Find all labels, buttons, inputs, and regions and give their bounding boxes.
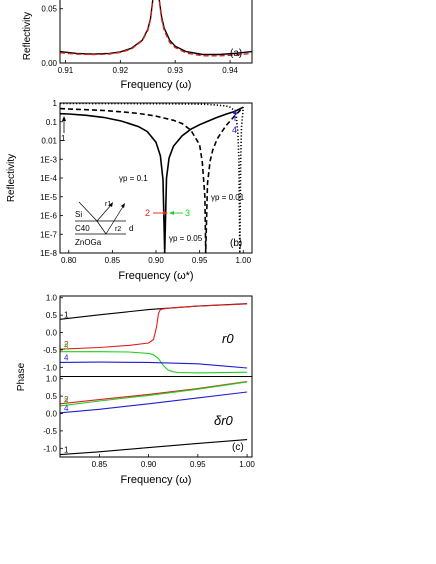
panel-c2-ytick-label: -1.0	[43, 444, 57, 453]
panel-c-xtick-label: 0.85	[92, 460, 108, 469]
panel-a-ytick-label: 0.00	[41, 59, 57, 68]
panel-c1-ytick-label: -1.0	[43, 363, 57, 372]
marker-1-arrowhead	[62, 116, 66, 121]
panel-b-label: (b)	[230, 238, 242, 249]
panel-b-ytick-label: 1E-8	[40, 249, 57, 258]
layer-inset: Si C40 ZnOGa d r1 r2	[75, 201, 133, 247]
panel-a-xtick-label: 0.94	[222, 66, 238, 75]
marker-3-label: 3	[185, 208, 190, 218]
panel-a-xtick-label: 0.91	[58, 66, 74, 75]
panel-b-ytick-label: 1E-6	[40, 212, 57, 221]
panel-c-xtick-label: 1.00	[239, 460, 255, 469]
panel-c2-ytick-label: -0.5	[43, 427, 57, 436]
panel-b-ytick-label: 1E-7	[40, 230, 57, 239]
panel-c2-series-3	[60, 381, 248, 407]
panel-b-ytick-label: 1	[53, 99, 58, 108]
panel-a-ytick-label: 0.05	[41, 5, 57, 14]
panel-c1-series-4	[60, 361, 248, 369]
inset-thickness-d: d	[129, 224, 133, 233]
panel-c2-series-label-2: 2	[64, 395, 69, 404]
panel-c2-series-1	[60, 439, 248, 456]
panel-b-ylabel: Reflectivity	[6, 154, 17, 202]
panel-c1-series-label-1: 1	[64, 310, 69, 319]
delta-r0-label: δr0	[214, 413, 234, 428]
panel-c-xtick-label: 0.95	[190, 460, 206, 469]
panel-b-ytick-label: 1E-4	[40, 174, 57, 183]
panel-a-xlabel: Frequency (ω)	[121, 79, 192, 91]
inset-ray-r1	[96, 203, 113, 222]
panel-c1-series-1	[60, 303, 248, 320]
panel-c1-ytick-label: 0.0	[46, 329, 58, 338]
panel-c2-series-label-4: 4	[64, 404, 69, 413]
panel-c1-series-label-3: 3	[64, 343, 69, 352]
panel-b-series-2	[60, 106, 244, 253]
inset-layer-znoga: ZnOGa	[75, 238, 102, 247]
inset-ray-down	[96, 220, 107, 235]
inset-ray-out-head	[121, 203, 125, 208]
panel-a-frame	[59, 0, 253, 64]
r0-label: r0	[222, 331, 234, 346]
inset-ray-out	[113, 204, 125, 222]
panel-b-series-3	[60, 103, 245, 253]
marker-4-label: 4	[232, 125, 237, 135]
inset-ray-r2	[105, 220, 115, 235]
panel-a-xtick-label: 0.93	[167, 66, 183, 75]
panel-c1-series-3	[60, 351, 248, 374]
panel-c-xtick-label: 0.90	[141, 460, 157, 469]
panel-b-xtick-label: 0.85	[105, 256, 121, 265]
panel-c2-series-2	[60, 380, 248, 405]
panel-c-xlabel: Frequency (ω)	[121, 474, 192, 486]
inset-r1-label: r1	[105, 201, 111, 208]
panel-a: 0.91 0.92 0.93 0.94 0.00 0.05 Reflectivity Fr…	[22, 0, 253, 91]
panel-b-ytick-label: 1E-3	[40, 155, 57, 164]
panel-c-ylabel: Phase	[16, 362, 27, 391]
panel-c2-series-label-3: 3	[64, 397, 69, 406]
panel-c2-ytick-label: 1.0	[46, 375, 58, 384]
panel-b-xtick-label: 0.95	[192, 256, 208, 265]
panel-a-ylabel: Reflectivity	[22, 12, 33, 60]
gamma-001-label: γp = 0.01	[211, 193, 245, 202]
panel-b-ytick-label: 1E-5	[40, 193, 57, 202]
marker-2-label: 2	[145, 208, 150, 218]
panel-b-ytick-label: 0.01	[41, 137, 57, 146]
inset-layer-c40: C40	[75, 224, 90, 233]
panel-b-xtick-label: 0.80	[61, 256, 77, 265]
inset-ray-in	[78, 201, 98, 222]
panel-c-label: (c)	[232, 442, 244, 453]
inset-layer-si: Si	[75, 210, 82, 219]
inset-r2-label: r2	[115, 226, 121, 233]
panel-b-ytick-label: 0.1	[46, 118, 58, 127]
panel-c2-ytick-label: 0.0	[46, 410, 58, 419]
panel-c2-series-4	[60, 391, 248, 414]
panel-b-xtick-label: 0.90	[148, 256, 164, 265]
marker-2-arrowhead	[163, 211, 168, 215]
marker-1-label: 1	[61, 134, 66, 143]
panel-c1-ytick-label: -0.5	[43, 346, 57, 355]
panel-c1-series-2	[60, 303, 248, 350]
panel-b-xlabel: Frequency (ω*)	[118, 270, 193, 282]
panel-c2-series-label-1: 1	[64, 446, 69, 455]
panel-c2-ytick-label: 0.5	[46, 392, 58, 401]
panel-b-series-1	[60, 106, 244, 253]
panel-c1-series-label-2: 2	[64, 340, 69, 349]
panel-c1-series-label-4: 4	[64, 353, 69, 362]
panel-a-label: (a)	[230, 48, 242, 59]
gamma-01-label: γp = 0.1	[119, 174, 148, 183]
gamma-005-label: γp = 0.05	[169, 234, 203, 243]
panel-a-series-2	[60, 0, 252, 57]
inset-ray-r1-head	[109, 202, 113, 207]
panel-a-xtick-label: 0.92	[113, 66, 129, 75]
panel-a-series-1	[60, 0, 252, 56]
marker-3-arrowhead	[169, 211, 174, 215]
panel-b: 0.80 0.85 0.90 0.95 1.0010.10.011E-31E-41E-5…	[6, 99, 253, 282]
panel-c1-ytick-label: 0.5	[46, 311, 58, 320]
marker-4-arrowhead	[233, 109, 237, 114]
panel-c1-ytick-label: 1.0	[46, 294, 58, 303]
panel-b-xtick-label: 1.00	[235, 256, 251, 265]
